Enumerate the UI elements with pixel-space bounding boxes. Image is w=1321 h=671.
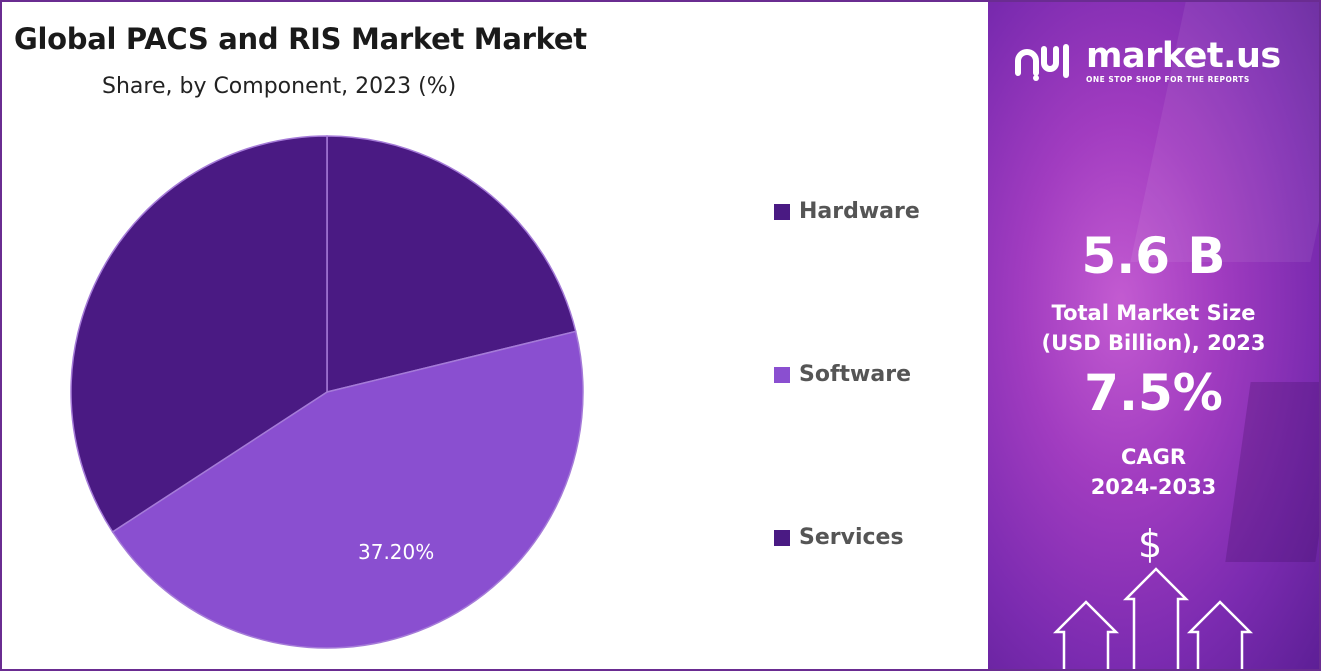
dollar-icon: $ — [1138, 522, 1163, 566]
legend-item-services: Services — [774, 525, 904, 550]
pie-slice-software — [111, 330, 584, 649]
logo-name: market.us — [1086, 36, 1281, 76]
legend-item-hardware: Hardware — [774, 199, 920, 224]
legend-item-software: Software — [774, 362, 911, 387]
legend-label-hardware: Hardware — [799, 199, 920, 224]
market-us-logo: market.us ONE STOP SHOP FOR THE REPORTS — [1014, 38, 1281, 84]
chart-title: Global PACS and RIS Market Market — [14, 22, 587, 56]
chart-panel: Global PACS and RIS Market Market Share,… — [2, 2, 986, 669]
market-size-label-line-2: (USD Billion), 2023 — [1041, 331, 1266, 355]
cagr-label-line-1: CAGR — [1120, 445, 1187, 469]
chart-subtitle: Share, by Component, 2023 (%) — [102, 74, 457, 99]
legend-swatch-software — [774, 366, 790, 383]
legend-label-services: Services — [799, 525, 904, 550]
legend-swatch-hardware — [774, 203, 790, 220]
pie-slice-hardware — [326, 135, 577, 393]
growth-arrows-icon — [1052, 567, 1254, 669]
cagr-value: 7.5% — [1084, 364, 1223, 422]
summary-sidebar: market.us ONE STOP SHOP FOR THE REPORTS … — [988, 2, 1319, 669]
cagr-label: CAGR 2024-2033 — [988, 442, 1319, 502]
logo-tagline: ONE STOP SHOP FOR THE REPORTS — [1086, 75, 1250, 84]
pie-data-label-software: 37.20% — [358, 540, 434, 564]
market-size-value: 5.6 B — [1081, 227, 1226, 285]
market-size-label-line-1: Total Market Size — [1051, 301, 1256, 325]
cagr-label-line-2: 2024-2033 — [1090, 475, 1217, 499]
legend-swatch-services — [774, 529, 790, 546]
pie-slice-services — [70, 135, 328, 533]
pie-chart: 37.20% — [70, 135, 584, 649]
market-size-label: Total Market Size (USD Billion), 2023 — [988, 298, 1319, 358]
legend-label-software: Software — [799, 362, 911, 387]
market-us-logo-icon — [1015, 44, 1069, 81]
